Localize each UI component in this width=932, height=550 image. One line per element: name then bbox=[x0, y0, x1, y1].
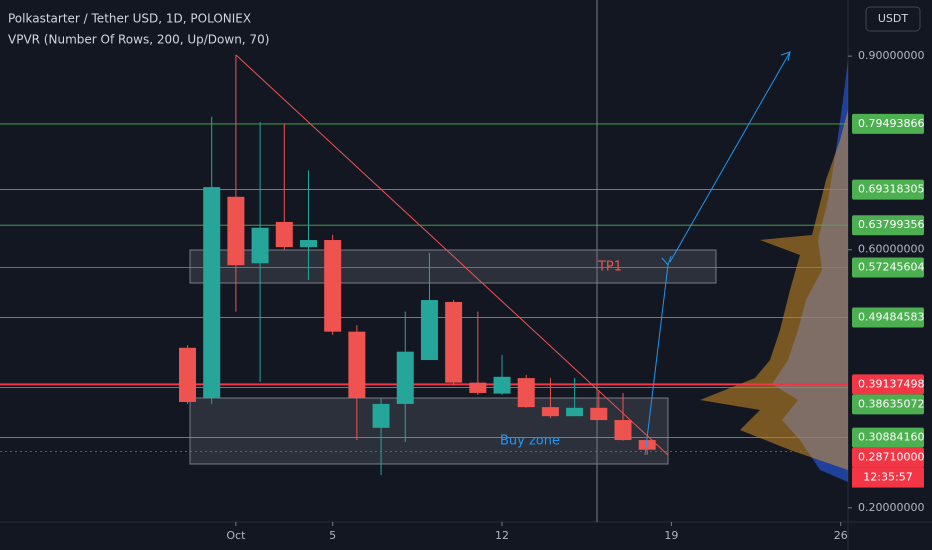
price-label-box bbox=[852, 113, 924, 134]
x-tick-label: 12 bbox=[495, 529, 509, 542]
x-tick-label: 5 bbox=[329, 529, 336, 542]
price-label: 0.30884160 bbox=[858, 431, 924, 444]
volume-profile-up bbox=[772, 60, 848, 482]
x-tick-label: Oct bbox=[226, 529, 246, 542]
candle-body bbox=[396, 351, 414, 404]
x-tick-label: 19 bbox=[664, 529, 678, 542]
price-label-box bbox=[852, 394, 924, 415]
candle-body bbox=[299, 240, 317, 248]
candle-body bbox=[251, 227, 269, 264]
candle-body bbox=[541, 407, 559, 417]
levels bbox=[0, 123, 848, 453]
y-tick-label: 0.90000000 bbox=[858, 49, 924, 62]
candle-body bbox=[638, 440, 656, 450]
buy-label: Buy zone bbox=[500, 434, 560, 449]
price-label: 0.69318305 bbox=[858, 183, 924, 196]
candles bbox=[179, 54, 656, 475]
trend-line bbox=[235, 54, 669, 456]
price-label-box bbox=[852, 257, 924, 278]
buy-zone bbox=[189, 397, 669, 465]
volume-profile-down bbox=[700, 110, 848, 470]
arrow-head bbox=[661, 255, 672, 266]
y-tick-label: 0.20000000 bbox=[858, 501, 924, 514]
chart-title: Polkastarter / Tether USD, 1D, POLONIEX bbox=[8, 12, 251, 26]
axes: 0.90000000 0.60000000 0.20000000 Oct 5 12 19 26… bbox=[226, 49, 924, 542]
price-label: 0.38635072 bbox=[858, 397, 924, 410]
price-label-box bbox=[852, 374, 924, 395]
price-label-box bbox=[852, 307, 924, 328]
candle-body bbox=[203, 187, 221, 399]
candle-body bbox=[420, 300, 438, 361]
tp-zone bbox=[189, 249, 717, 284]
candle-body bbox=[445, 301, 463, 383]
candle-body bbox=[493, 376, 511, 394]
candle-body bbox=[324, 240, 342, 332]
candle-body bbox=[614, 420, 632, 441]
candle-body bbox=[275, 221, 293, 248]
price-label: 0.28710000 bbox=[858, 451, 924, 464]
y-tick-label: 0.60000000 bbox=[858, 243, 924, 256]
countdown: 12:35:57 bbox=[863, 471, 912, 484]
price-label: 0.49484583 bbox=[858, 311, 924, 324]
tp-label: TP1 bbox=[597, 260, 622, 275]
arrow-path bbox=[644, 264, 669, 456]
x-tick-label: 26 bbox=[834, 529, 848, 542]
candle-body bbox=[566, 407, 584, 417]
candle-body bbox=[517, 378, 535, 408]
candle-body bbox=[179, 347, 197, 402]
price-label: 0.79493866 bbox=[858, 117, 924, 130]
candle-body bbox=[590, 407, 608, 421]
price-label-box bbox=[852, 447, 924, 468]
price-label: 0.57245604 bbox=[858, 260, 924, 273]
price-label-box bbox=[852, 427, 924, 448]
candle-body bbox=[227, 196, 245, 266]
price-label-box bbox=[852, 179, 924, 200]
currency-label[interactable]: USDT bbox=[878, 12, 909, 25]
currency-button[interactable] bbox=[865, 6, 921, 32]
price-label-box bbox=[852, 215, 924, 236]
indicator-label: VPVR (Number Of Rows, 200, Up/Down, 70) bbox=[8, 33, 269, 47]
candle-body bbox=[469, 382, 487, 393]
price-label: 0.63799356 bbox=[858, 218, 924, 231]
candle-body bbox=[348, 331, 366, 399]
arrow-head bbox=[780, 51, 791, 62]
price-label: 0.39137498 bbox=[858, 377, 924, 390]
arrow-path bbox=[669, 51, 791, 263]
candle-body bbox=[372, 403, 390, 428]
countdown-box bbox=[852, 467, 924, 488]
